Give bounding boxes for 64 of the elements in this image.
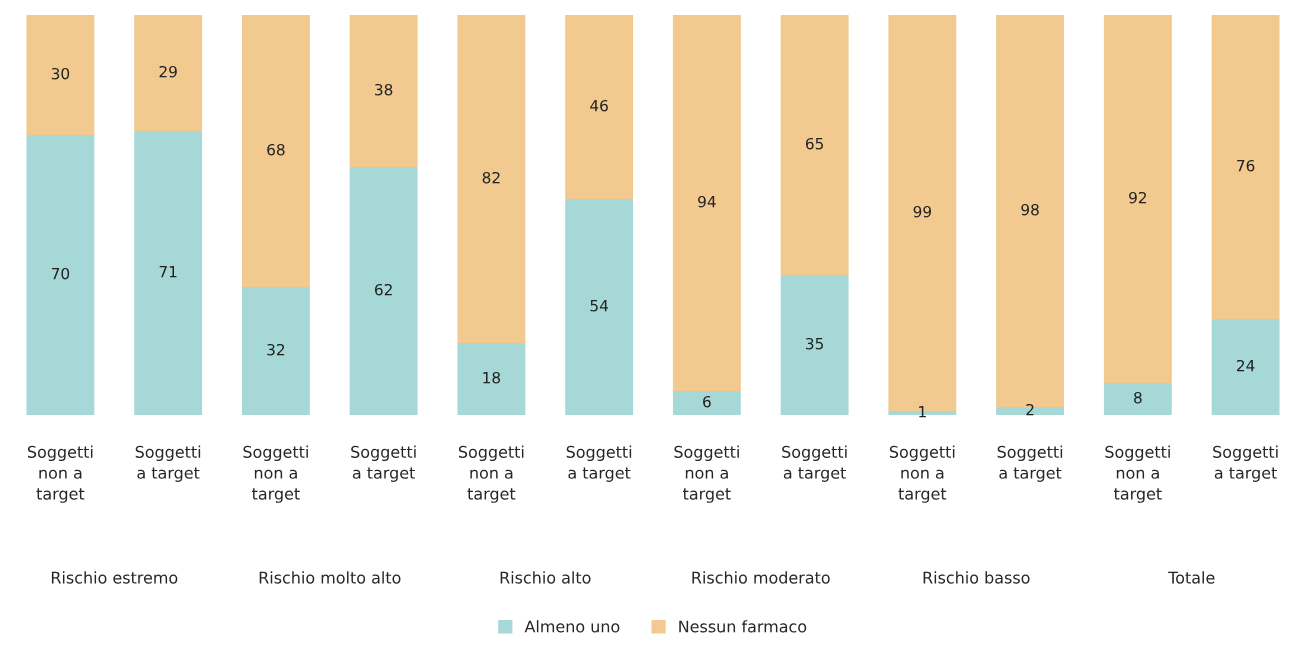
bar bbox=[780, 275, 849, 415]
x-tick-label: Soggetti non a target bbox=[1105, 445, 1170, 503]
bar bbox=[1103, 383, 1172, 415]
data-label: 76 bbox=[1237, 159, 1255, 172]
text: Rischio alto bbox=[500, 571, 591, 584]
bar bbox=[134, 15, 203, 131]
x-tick-label: Soggetti non a target bbox=[243, 445, 308, 503]
data-label: 65 bbox=[805, 137, 823, 150]
data-label: 54 bbox=[590, 300, 608, 312]
data-label: 32 bbox=[267, 343, 285, 356]
data-label: 2 bbox=[1026, 403, 1034, 416]
bar bbox=[241, 287, 310, 415]
legend-label: Nessun farmaco bbox=[679, 620, 807, 633]
bar bbox=[134, 131, 203, 415]
bar bbox=[457, 343, 526, 415]
data-label: 68 bbox=[267, 143, 285, 156]
bar bbox=[457, 15, 526, 343]
data-label: 6 bbox=[703, 395, 711, 408]
bar bbox=[780, 15, 849, 275]
text: Rischio basso bbox=[923, 571, 1030, 584]
bar bbox=[241, 15, 310, 287]
data-label: 24 bbox=[1237, 359, 1255, 372]
bar bbox=[349, 167, 418, 415]
text: Rischio estremo bbox=[51, 571, 178, 584]
bar bbox=[1211, 319, 1280, 415]
data-label: 94 bbox=[698, 195, 716, 208]
x-tick-label: Soggetti a target bbox=[566, 445, 632, 482]
x-tick-label: Soggetti a target bbox=[135, 445, 201, 482]
bar bbox=[672, 391, 741, 415]
data-label: 98 bbox=[1021, 203, 1039, 216]
data-label: 29 bbox=[159, 65, 177, 78]
data-label: 35 bbox=[806, 337, 823, 350]
bar bbox=[349, 15, 418, 167]
x-tick-label: Soggetti a target bbox=[1213, 445, 1278, 482]
data-label: 62 bbox=[374, 283, 392, 296]
bar bbox=[26, 135, 95, 415]
bar bbox=[565, 15, 634, 199]
x-tick-label: Soggetti a target bbox=[997, 445, 1063, 482]
data-label: 46 bbox=[590, 99, 608, 112]
bar bbox=[26, 15, 95, 135]
text: Totale bbox=[1168, 571, 1215, 584]
data-label: 8 bbox=[1134, 391, 1142, 404]
data-label: 30 bbox=[51, 67, 70, 80]
data-label: 70 bbox=[51, 267, 70, 280]
data-label: 82 bbox=[482, 171, 500, 184]
text: Rischio molto alto bbox=[259, 571, 401, 584]
data-label: 99 bbox=[913, 205, 932, 218]
text: Rischio moderato bbox=[692, 571, 830, 584]
x-tick-label: Soggetti a target bbox=[782, 445, 847, 482]
x-tick-label: Soggetti non a target bbox=[458, 445, 524, 503]
bar bbox=[1211, 15, 1280, 319]
legend-label: Almeno uno bbox=[524, 620, 620, 633]
data-label: 1 bbox=[919, 406, 926, 418]
data-label: 38 bbox=[375, 83, 393, 96]
x-tick-label: Soggetti non a target bbox=[27, 445, 93, 503]
x-tick-label: Soggetti a target bbox=[351, 445, 416, 482]
bar bbox=[1103, 15, 1172, 383]
bar bbox=[565, 199, 634, 415]
bar bbox=[672, 15, 741, 391]
data-label: 71 bbox=[159, 266, 177, 278]
x-tick-label: Soggetti non a target bbox=[889, 445, 955, 503]
data-label: 92 bbox=[1129, 191, 1147, 204]
x-tick-label: Soggetti non a target bbox=[674, 445, 739, 503]
data-label: 18 bbox=[483, 371, 501, 384]
